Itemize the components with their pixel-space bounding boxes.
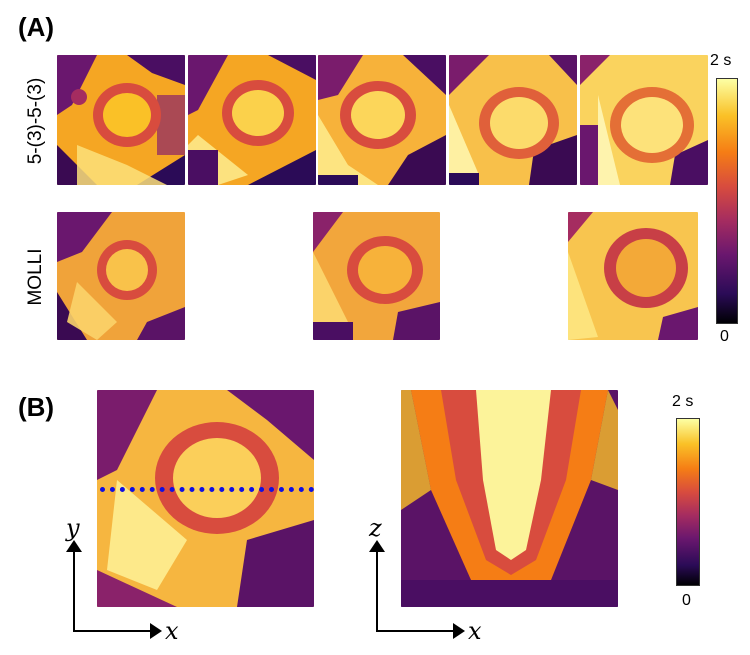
colorbar-b xyxy=(676,418,700,586)
t1-map-tile-2 xyxy=(188,55,316,185)
colorbar-b-max-label: 2 s xyxy=(672,393,694,410)
molli-map-tile-1 xyxy=(57,212,185,340)
x-axis-arrow-right xyxy=(376,630,456,632)
t1-map-tile-3 xyxy=(318,55,446,185)
panel-b-label: (B) xyxy=(18,392,55,422)
x-axis-label-left: x xyxy=(165,617,179,645)
profile-line xyxy=(100,487,314,492)
t1-map-tile-4 xyxy=(449,55,577,185)
x-arrowhead-right-icon xyxy=(453,623,465,639)
colorbar-b-min-label: 0 xyxy=(682,592,691,609)
x-axis-label-right: x xyxy=(468,617,482,645)
z-axis-label: z xyxy=(369,514,382,542)
colorbar-a xyxy=(716,78,738,324)
colorbar-a-min-label: 0 xyxy=(720,328,729,345)
y-axis-label: y xyxy=(66,514,80,542)
row-top-label: 5-(3)-5-(3) xyxy=(25,77,46,165)
t1-map-tile-1 xyxy=(57,55,185,185)
z-arrowhead-icon xyxy=(369,540,385,552)
long-axis-reslice-image xyxy=(401,390,618,607)
z-axis-arrow xyxy=(376,548,378,632)
row-bottom-label: MOLLI xyxy=(25,248,46,306)
t1-map-tile-5 xyxy=(580,55,708,185)
short-axis-zoom-image xyxy=(97,390,314,607)
y-arrowhead-icon xyxy=(66,540,82,552)
x-arrowhead-icon xyxy=(150,623,162,639)
y-axis-arrow xyxy=(73,548,75,632)
colorbar-a-max-label: 2 s xyxy=(710,52,732,69)
molli-map-tile-3 xyxy=(568,212,698,340)
molli-map-tile-2 xyxy=(313,212,440,340)
panel-a-label: (A) xyxy=(18,12,55,42)
x-axis-arrow xyxy=(73,630,153,632)
